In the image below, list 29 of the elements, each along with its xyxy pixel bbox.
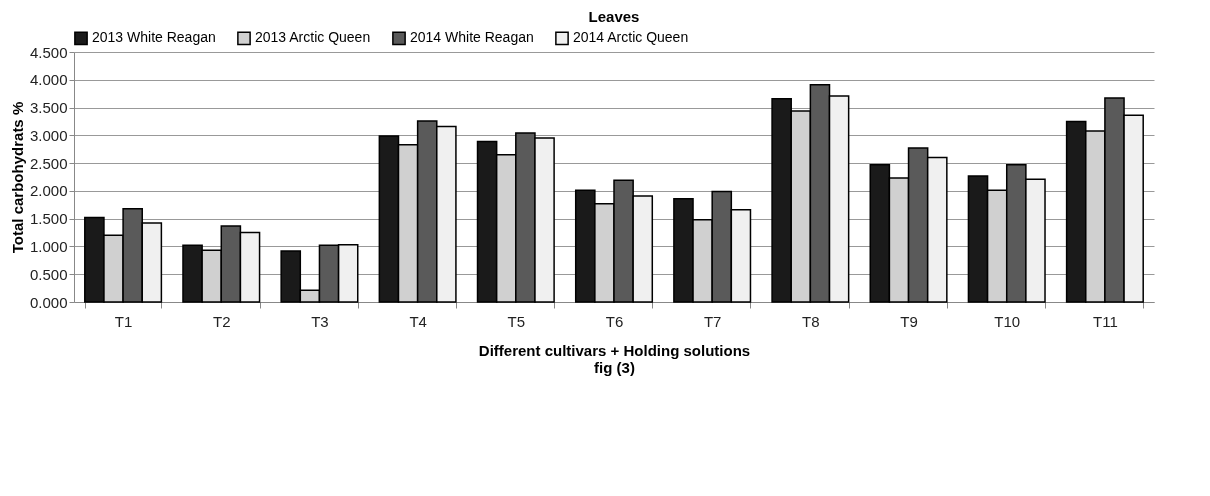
y-tick-label: 2.500 [29, 154, 68, 172]
x-tick-label: T7 [703, 312, 722, 330]
x-tick-label: T8 [802, 312, 820, 330]
x-tick-label: T9 [900, 312, 918, 330]
x-tick-label: T3 [311, 312, 329, 330]
x-tick-label: T11 [1093, 312, 1118, 330]
y-tick-label: 0.000 [29, 293, 68, 311]
x-tick-label: T5 [507, 312, 526, 330]
text: fig (3) [594, 358, 635, 376]
x-tick-label: T10 [994, 312, 1021, 330]
x-tick-label: T2 [213, 312, 231, 330]
x-tick-label: T6 [605, 312, 624, 330]
chart-title: Leaves [588, 8, 640, 25]
y-tick-label: 3.000 [29, 126, 68, 144]
y-tick-label: 1.500 [29, 210, 68, 228]
y-tick-label: 4.500 [29, 43, 68, 61]
legend-label: 2013 Arctic Queen [255, 29, 371, 46]
y-tick-label: 2.000 [29, 182, 68, 200]
legend-label: 2014 White Reagan [410, 29, 534, 46]
y-tick-label: 1.000 [29, 237, 68, 255]
legend-label: 2014 Arctic Queen [573, 29, 689, 46]
y-tick-label: 3.500 [29, 99, 68, 117]
y-tick-label: 0.500 [29, 265, 68, 283]
y-axis-title: Total carbohydrats % [8, 101, 26, 254]
x-axis-title: Different cultivars + Holding solutions [478, 341, 751, 359]
y-tick-label: 4.000 [29, 71, 68, 89]
legend-label: 2013 White Reagan [92, 29, 216, 46]
x-tick-label: T4 [409, 312, 427, 330]
x-tick-label: T1 [114, 312, 133, 330]
